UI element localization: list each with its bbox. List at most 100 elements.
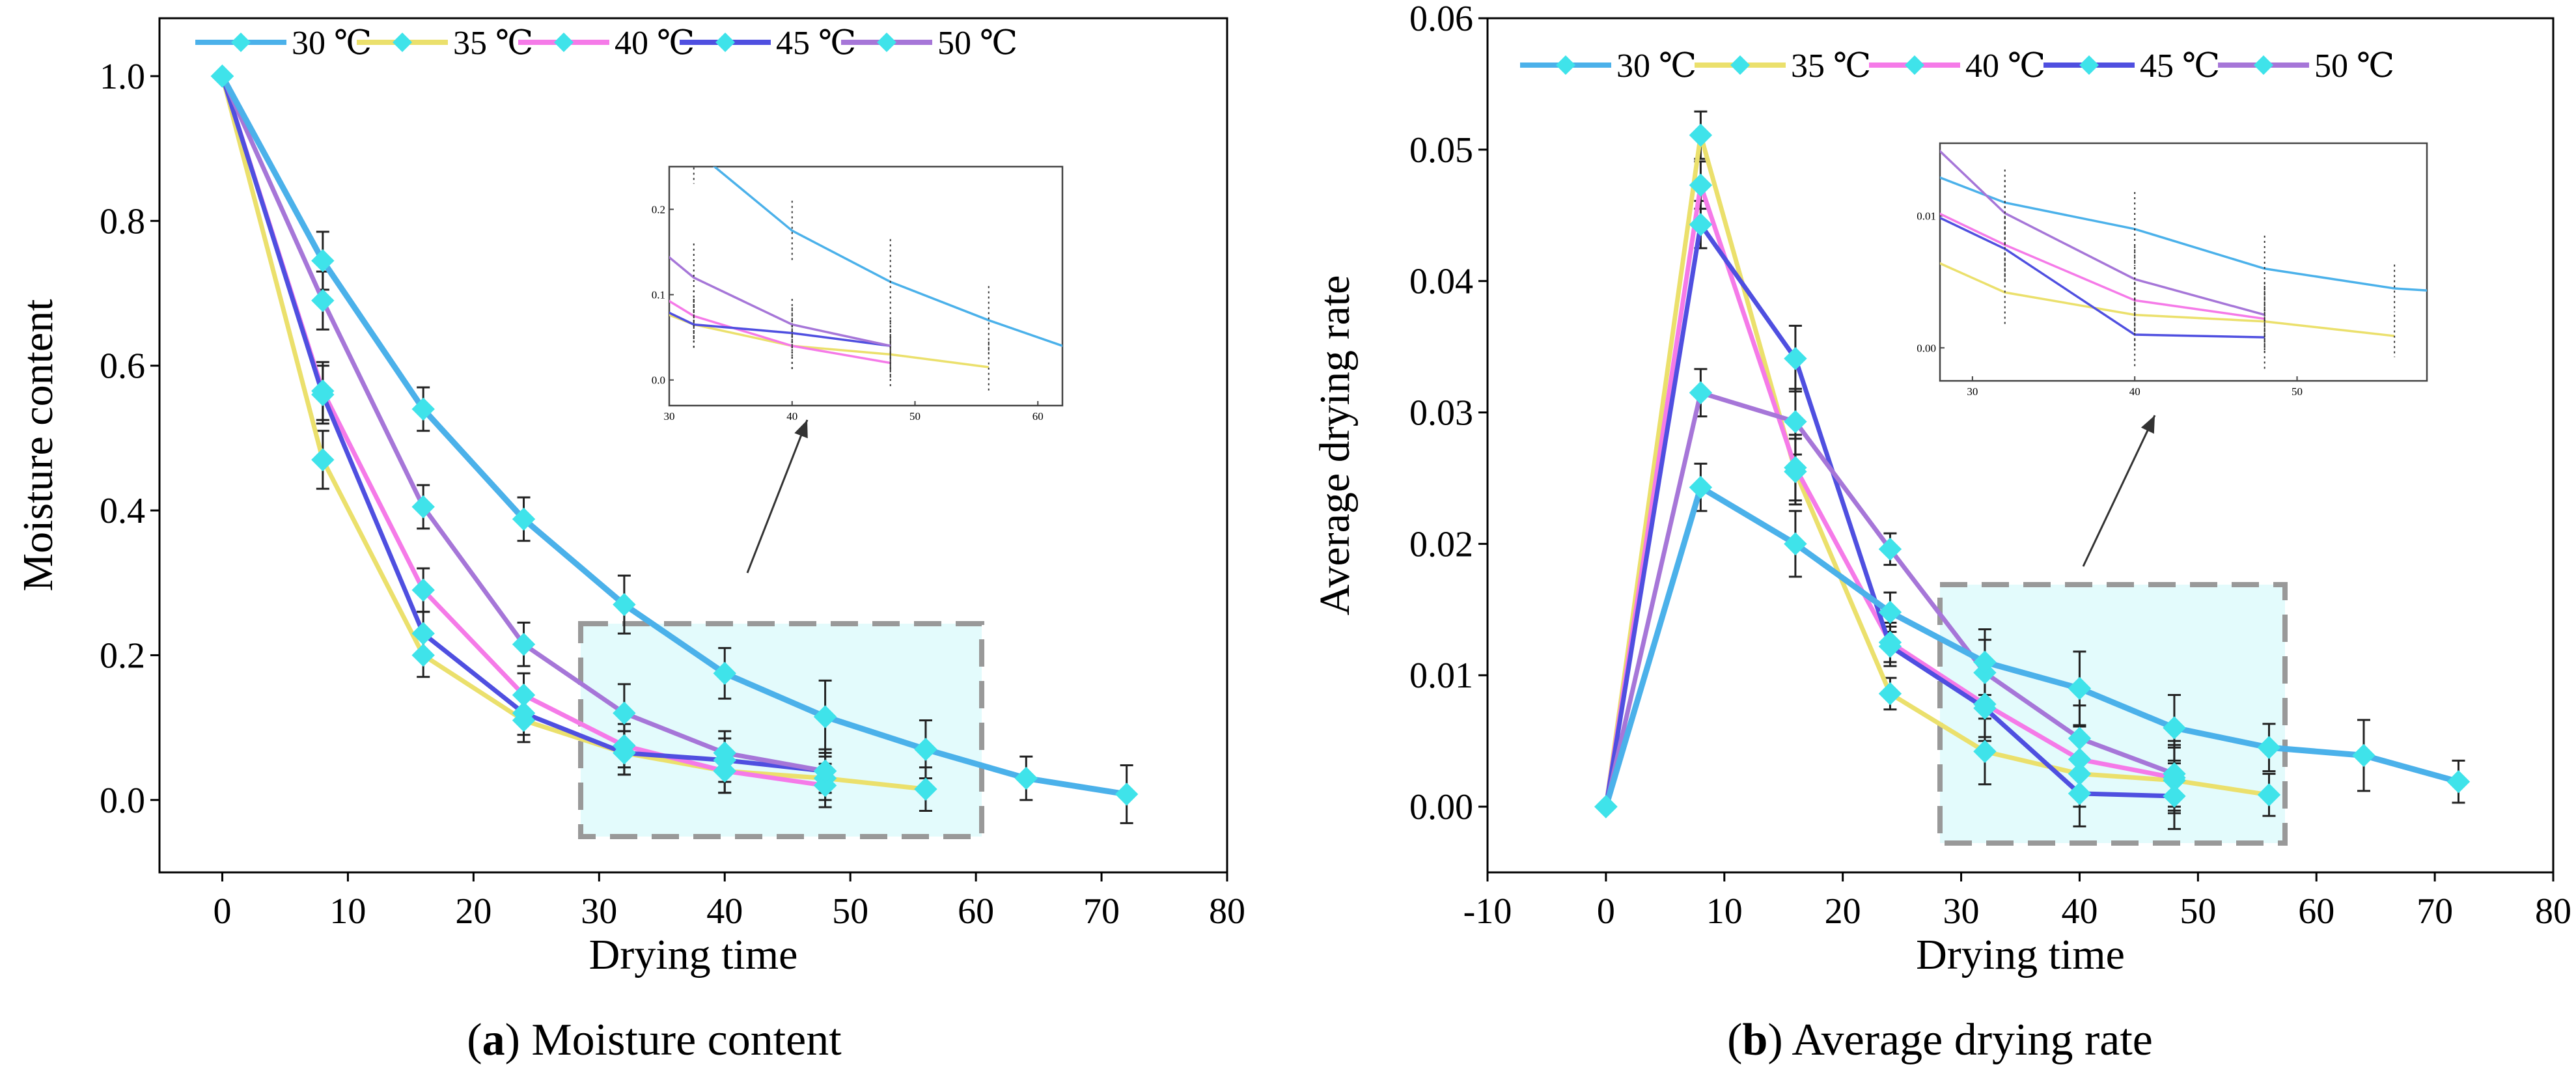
y-tick-label: 0.05 [1409, 130, 1473, 171]
x-tick-label: 10 [329, 891, 366, 932]
data-point [512, 701, 536, 725]
legend-item: 30 ℃ [1520, 48, 1697, 85]
data-point [1689, 123, 1713, 147]
legend-marker [1556, 55, 1575, 75]
legend-item: 45 ℃ [680, 25, 856, 62]
x-tick-label: 30 [581, 891, 617, 932]
series-line-30C [1603, 484, 2459, 808]
x-tick-label: 0 [1597, 891, 1615, 932]
legend-marker [393, 33, 412, 52]
data-point [2352, 743, 2375, 768]
x-tick-label: 70 [1083, 891, 1120, 932]
data-point [613, 701, 636, 725]
caption-letter: b [1742, 1015, 1767, 1065]
data-point [411, 622, 435, 645]
y-tick-label: 0.8 [100, 201, 145, 242]
data-point [613, 592, 636, 617]
y-tick-label: 0.06 [1409, 0, 1473, 39]
series-line-35C [220, 76, 926, 792]
data-point [2163, 784, 2186, 808]
inset-series-line [1940, 149, 2265, 316]
inset-frame [668, 165, 1064, 407]
inset-x-tick-label: 50 [909, 410, 921, 423]
data-point [311, 288, 335, 312]
y-tick-label: 0.01 [1409, 656, 1473, 696]
data-point [311, 383, 335, 406]
data-point [2257, 736, 2281, 759]
legend-item: 40 ℃ [518, 25, 695, 62]
legend-label: 35 ℃ [1791, 48, 1871, 85]
data-point [2068, 727, 2092, 750]
x-tick-label: 20 [455, 891, 492, 932]
data-point [713, 741, 736, 765]
panel-caption: (a) Moisture content [467, 1015, 842, 1065]
data-point [1784, 456, 1807, 480]
data-point [411, 643, 435, 667]
chart-panel-b: -10 0 10 20 30 40 50 60 70 80 0.00 0.01 0.02 0.03 0.04… [1311, 0, 2571, 1065]
inset-zoom: 30 40 50 60 0.0 0.1 0.2 [652, 165, 1064, 423]
data-point [1878, 635, 1902, 658]
data-point [1784, 409, 1807, 434]
data-point [1878, 600, 1902, 624]
data-point [1784, 532, 1807, 556]
x-tick-label: 0 [213, 891, 231, 932]
legend-marker [715, 33, 735, 52]
zoom-arrow-head [2140, 415, 2155, 434]
data-point [1973, 740, 1997, 764]
x-tick-label: 80 [1209, 891, 1245, 932]
data-point [1784, 347, 1807, 370]
data-point [1973, 696, 1997, 720]
legend-marker [231, 33, 251, 52]
legend-label: 50 ℃ [2314, 48, 2394, 85]
data-point [914, 738, 937, 761]
inset-series-line [669, 311, 891, 347]
x-tick-label: 20 [1825, 891, 1861, 932]
inset-x-tick-label: 30 [664, 410, 675, 423]
y-tick-label: 0.0 [100, 781, 145, 821]
legend-marker [1730, 55, 1750, 75]
caption-letter: a [482, 1015, 505, 1065]
data-point [512, 507, 536, 531]
legend-item: 35 ℃ [357, 25, 533, 62]
caption-text: ) Moisture content [505, 1015, 842, 1065]
legend-marker [554, 33, 574, 52]
panel-caption: (b) Average drying rate [1727, 1015, 2153, 1065]
y-tick-label: 0.03 [1409, 393, 1473, 434]
data-point [1689, 173, 1713, 197]
inset-y-tick-label: 0.0 [652, 374, 665, 387]
data-point [2068, 747, 2092, 771]
y-axis-title: Average drying rate [1311, 275, 1359, 616]
data-point [2068, 782, 2092, 805]
y-tick-label: 0.6 [100, 346, 145, 387]
data-point [914, 777, 937, 801]
data-point [2163, 762, 2186, 786]
data-point [2446, 770, 2471, 794]
zoom-highlight-region [578, 621, 984, 839]
inset-x-tick-label: 50 [2292, 385, 2303, 398]
legend-marker [2079, 55, 2099, 75]
y-axis-title: Moisture content [14, 299, 62, 591]
legend-item: 50 ℃ [841, 25, 1018, 62]
data-point [411, 578, 435, 602]
zoom-arrow-line [746, 419, 809, 574]
data-point [1878, 537, 1902, 561]
legend-marker [1905, 55, 1924, 75]
data-point [311, 448, 335, 471]
data-point [411, 495, 435, 519]
inset-frame [1939, 142, 2428, 382]
inset-x-tick-label: 60 [1032, 410, 1044, 423]
legend-item: 40 ℃ [1869, 48, 2045, 85]
x-tick-label: 40 [2061, 891, 2098, 932]
inset-y-tick-label: 0.00 [1917, 342, 1936, 354]
x-tick-label: -10 [1463, 891, 1512, 932]
data-point [210, 64, 234, 88]
data-point [411, 397, 435, 421]
data-point [613, 741, 636, 765]
inset-zoom: 30 40 50 0.00 0.01 [1917, 142, 2428, 398]
inset-y-tick-label: 0.01 [1917, 210, 1936, 223]
data-point [2068, 676, 2092, 701]
x-tick-label: 60 [2298, 891, 2334, 932]
data-point [813, 705, 837, 728]
inset-series-line [669, 255, 891, 347]
plot-frame [1486, 17, 2555, 874]
